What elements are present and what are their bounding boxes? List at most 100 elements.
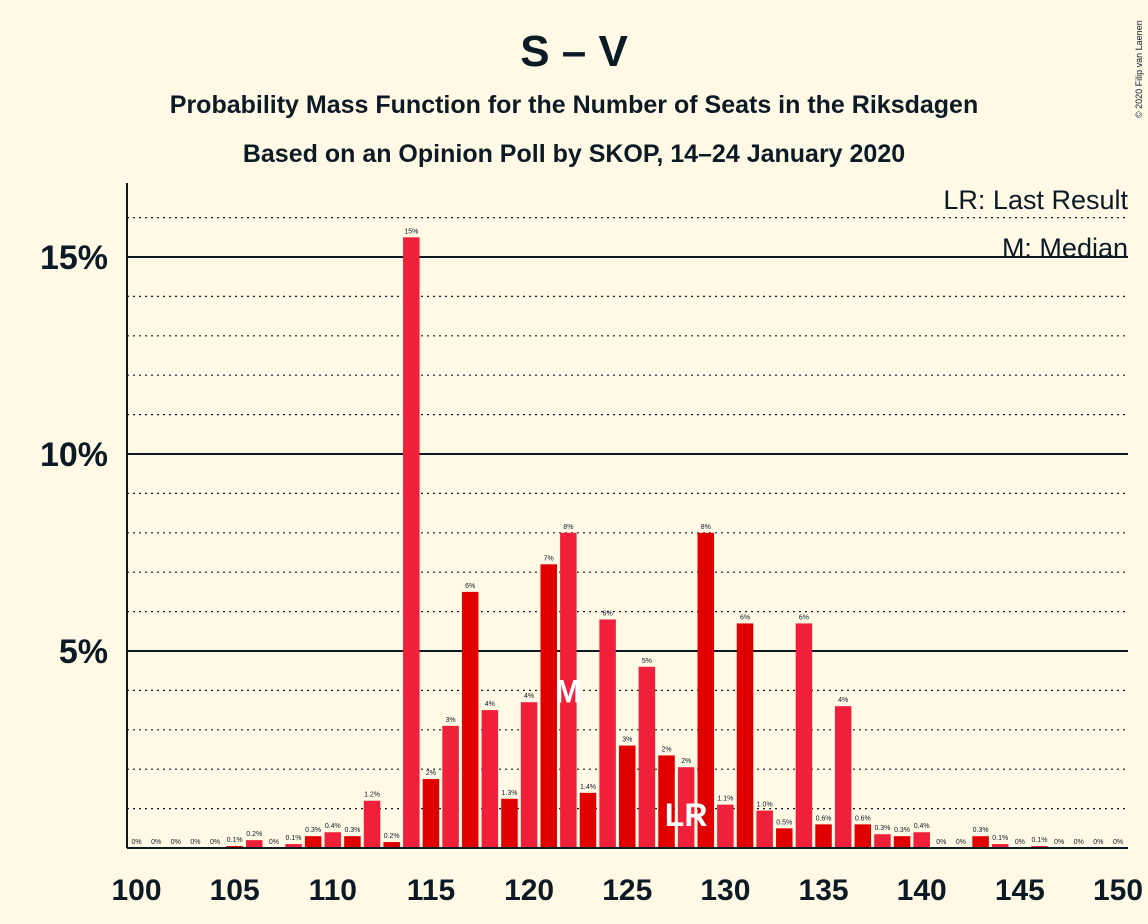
data-label-seat-135: 0.6% bbox=[816, 815, 832, 822]
data-label-seat-132: 1.0% bbox=[757, 802, 773, 809]
chart-subtitle-2: Based on an Opinion Poll by SKOP, 14–24 … bbox=[243, 140, 905, 168]
data-label-seat-118: 4% bbox=[485, 701, 495, 708]
y-tick-label: 5% bbox=[59, 633, 108, 671]
bar-seat-131 bbox=[736, 623, 754, 848]
data-labels-group: 0% 0% 0% 0% 0% 0.1%0.2%0%0.1%0.3%0.4%0.3%1.2%… bbox=[131, 228, 1123, 846]
data-label-seat-102: 0% bbox=[171, 839, 181, 846]
bar-seat-143 bbox=[972, 836, 989, 848]
bar-seat-136 bbox=[834, 706, 852, 848]
data-label-seat-110: 0.4% bbox=[325, 823, 341, 830]
data-label-seat-125: 3% bbox=[622, 737, 632, 744]
legend-last-result: LR: Last Result bbox=[943, 185, 1128, 215]
data-label-seat-130: 1.1% bbox=[717, 796, 733, 803]
grid-lines bbox=[127, 217, 1128, 810]
x-tick-label: 140 bbox=[897, 874, 947, 907]
x-tick-label: 100 bbox=[111, 874, 161, 907]
data-label-seat-112: 1.2% bbox=[364, 792, 380, 799]
x-tick-label: 145 bbox=[995, 874, 1045, 907]
chart-title: S – V bbox=[520, 27, 628, 76]
x-tick-label: 130 bbox=[700, 874, 750, 907]
markers-group: M LR bbox=[555, 673, 707, 833]
x-tick-label: 120 bbox=[504, 874, 554, 907]
data-label-seat-149: 0% bbox=[1093, 839, 1103, 846]
bar-seat-127 bbox=[658, 755, 675, 848]
bar-seat-140 bbox=[913, 832, 930, 848]
x-tick-label: 150 bbox=[1093, 874, 1143, 907]
bar-seat-122 bbox=[560, 532, 577, 848]
bar-seat-128 bbox=[677, 767, 695, 848]
x-tick-label: 105 bbox=[210, 874, 260, 907]
x-tick-label: 135 bbox=[799, 874, 849, 907]
bar-seat-139 bbox=[893, 836, 911, 848]
data-label-seat-113: 0.2% bbox=[384, 833, 400, 840]
bar-seat-119 bbox=[501, 798, 518, 848]
data-label-seat-138: 0.3% bbox=[874, 825, 890, 832]
data-label-seat-129: 8% bbox=[701, 524, 711, 531]
bar-seat-134 bbox=[795, 623, 813, 848]
data-label-seat-108: 0.1% bbox=[286, 835, 302, 842]
data-label-seat-116: 3% bbox=[446, 717, 456, 724]
data-label-seat-143: 0.3% bbox=[973, 827, 989, 834]
data-label-seat-148: 0% bbox=[1074, 839, 1084, 846]
data-label-seat-109: 0.3% bbox=[305, 827, 321, 834]
data-label-seat-128: 2% bbox=[681, 758, 691, 765]
data-label-seat-114: 15% bbox=[404, 228, 418, 235]
chart-subtitle-1: Probability Mass Function for the Number… bbox=[170, 91, 978, 119]
bar-seat-129 bbox=[697, 532, 715, 848]
bar-seat-110 bbox=[324, 832, 342, 848]
data-label-seat-139: 0.3% bbox=[894, 827, 910, 834]
y-ticks-group: 5% 10% 15% bbox=[40, 239, 108, 671]
bar-seat-123 bbox=[579, 792, 597, 848]
data-label-seat-120: 4% bbox=[524, 693, 534, 700]
bar-seat-108 bbox=[285, 844, 302, 848]
x-tick-label: 125 bbox=[602, 874, 652, 907]
data-label-seat-146: 0.1% bbox=[1031, 837, 1047, 844]
x-ticks-group: 100 105 110 115 120 125 130 135 140 145 150 bbox=[111, 874, 1143, 907]
data-label-seat-134: 6% bbox=[799, 614, 809, 621]
bar-seat-109 bbox=[304, 836, 322, 848]
y-tick-label: 10% bbox=[40, 436, 108, 474]
data-label-seat-117: 6% bbox=[465, 583, 475, 590]
bar-seat-117 bbox=[461, 591, 479, 848]
data-label-seat-100: 0% bbox=[131, 839, 141, 846]
data-label-seat-115: 2% bbox=[426, 770, 436, 777]
x-tick-label: 115 bbox=[407, 874, 455, 907]
copyright-notice: © 2020 Filip van Laenen bbox=[1134, 20, 1144, 118]
data-label-seat-136: 4% bbox=[838, 697, 848, 704]
median-marker: M bbox=[555, 673, 582, 709]
data-label-seat-131: 6% bbox=[740, 614, 750, 621]
data-label-seat-103: 0% bbox=[190, 839, 200, 846]
bar-seat-124 bbox=[599, 619, 616, 848]
data-label-seat-127: 2% bbox=[661, 746, 671, 753]
data-label-seat-122: 8% bbox=[563, 524, 573, 531]
bar-seat-112 bbox=[363, 800, 381, 848]
bar-seat-135 bbox=[815, 824, 832, 848]
data-label-seat-124: 6% bbox=[603, 610, 613, 617]
data-label-seat-119: 1.3% bbox=[501, 790, 517, 797]
bar-seat-132 bbox=[756, 810, 773, 848]
data-label-seat-144: 0.1% bbox=[992, 835, 1008, 842]
bar-seat-137 bbox=[854, 824, 872, 848]
data-label-seat-101: 0% bbox=[151, 839, 161, 846]
data-label-seat-145: 0% bbox=[1015, 839, 1025, 846]
bar-seat-115 bbox=[422, 779, 440, 848]
bar-seat-130 bbox=[717, 804, 734, 848]
data-label-seat-126: 5% bbox=[642, 658, 652, 665]
data-label-seat-142: 0% bbox=[956, 839, 966, 846]
bar-seat-144 bbox=[991, 844, 1009, 848]
bar-seat-138 bbox=[874, 834, 891, 848]
bar-seat-120 bbox=[520, 702, 538, 848]
legend-median: M: Median bbox=[1002, 233, 1128, 263]
bar-seat-125 bbox=[619, 745, 636, 848]
bar-seat-133 bbox=[776, 828, 793, 848]
data-label-seat-107: 0% bbox=[269, 839, 279, 846]
bar-seat-111 bbox=[344, 836, 361, 848]
last-result-marker: LR bbox=[665, 797, 708, 833]
bar-seat-114 bbox=[403, 237, 420, 849]
bar-seat-118 bbox=[481, 710, 499, 848]
data-label-seat-140: 0.4% bbox=[914, 823, 930, 830]
bar-seat-113 bbox=[383, 842, 400, 848]
data-label-seat-106: 0.2% bbox=[246, 831, 262, 838]
data-label-seat-133: 0.5% bbox=[776, 819, 792, 826]
